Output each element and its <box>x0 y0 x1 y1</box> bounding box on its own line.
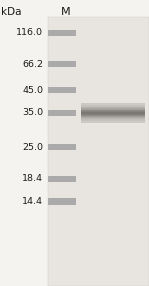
Bar <box>81 105 145 106</box>
Bar <box>48 17 149 286</box>
Text: 116.0: 116.0 <box>16 28 43 37</box>
Bar <box>81 107 145 108</box>
Bar <box>81 110 145 111</box>
Bar <box>81 118 145 119</box>
Bar <box>81 104 145 105</box>
Bar <box>48 198 76 205</box>
Text: M: M <box>61 7 70 17</box>
Text: 66.2: 66.2 <box>22 60 43 69</box>
Bar <box>81 114 145 115</box>
Bar <box>81 117 145 118</box>
Bar <box>48 87 76 93</box>
Text: 45.0: 45.0 <box>22 86 43 95</box>
Bar <box>81 109 145 110</box>
Bar <box>48 61 76 67</box>
Text: kDa: kDa <box>1 7 22 17</box>
Bar <box>81 108 145 109</box>
Text: 18.4: 18.4 <box>22 174 43 183</box>
Bar <box>81 115 145 116</box>
Bar <box>81 119 145 120</box>
Bar <box>48 30 76 36</box>
Text: 14.4: 14.4 <box>22 197 43 206</box>
Text: 25.0: 25.0 <box>22 143 43 152</box>
Text: 35.0: 35.0 <box>22 108 43 118</box>
Bar <box>81 122 145 123</box>
Bar <box>48 144 76 150</box>
Bar <box>48 110 76 116</box>
Bar <box>81 111 145 112</box>
Bar <box>81 112 145 113</box>
Bar <box>81 106 145 107</box>
Bar <box>81 113 145 114</box>
Bar <box>81 120 145 121</box>
Bar <box>81 116 145 117</box>
Bar <box>81 121 145 122</box>
Bar <box>81 103 145 104</box>
Bar <box>48 176 76 182</box>
